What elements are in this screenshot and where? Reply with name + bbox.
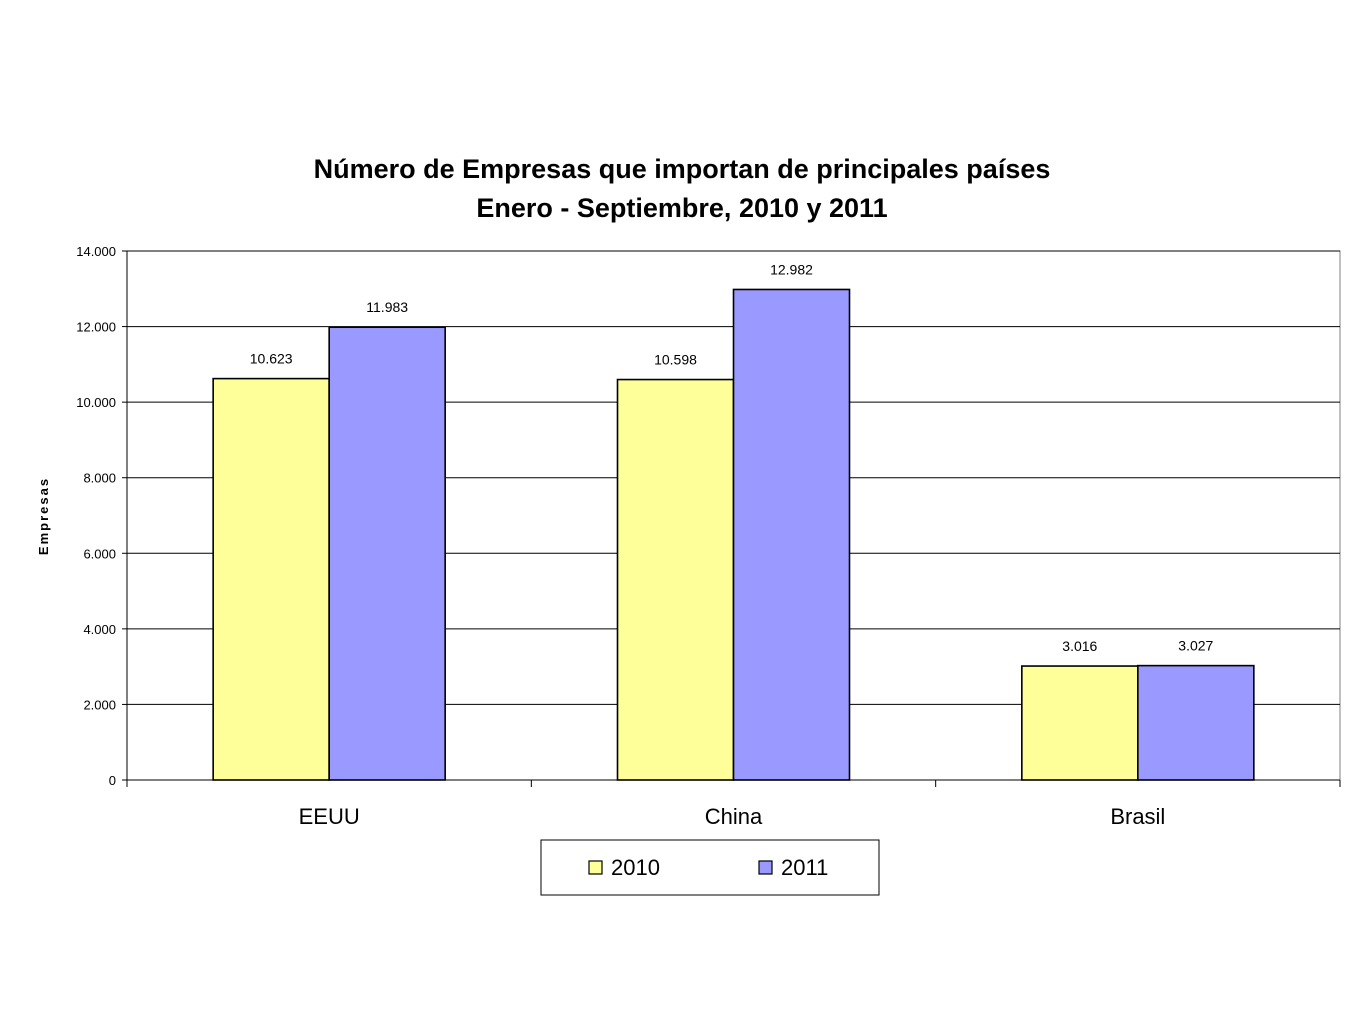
legend-swatch-2011 <box>758 860 773 875</box>
data-label: 3.016 <box>1062 638 1097 654</box>
data-label: 12.982 <box>770 261 813 277</box>
chart-title: Número de Empresas que importan de princ… <box>314 154 1051 184</box>
y-tick-label: 0 <box>109 773 116 788</box>
y-tick-label: 8.000 <box>83 471 116 486</box>
y-tick-label: 4.000 <box>83 622 116 637</box>
data-label: 3.027 <box>1178 638 1213 654</box>
x-category-label: EEUU <box>299 804 360 829</box>
legend: 2010 2011 <box>540 839 880 896</box>
y-axis-label: Empresas <box>36 477 51 555</box>
bar-2010-EEUU <box>212 377 330 781</box>
y-tick-label: 10.000 <box>76 395 116 410</box>
x-category-label: Brasil <box>1110 804 1165 829</box>
data-label: 11.983 <box>366 299 408 315</box>
legend-swatch-2010 <box>588 860 603 875</box>
bar-2011-Brasil <box>1137 664 1255 781</box>
data-label: 10.623 <box>250 351 293 367</box>
data-label: 10.598 <box>654 352 697 368</box>
y-tick-label: 2.000 <box>83 697 116 712</box>
plot-area: 0 2.000 4.000 6.000 8.000 10.000 12.000 14.000 1… <box>76 244 1341 829</box>
y-tick-label: 6.000 <box>83 546 116 561</box>
chart-subtitle: Enero - Septiembre, 2010 y 2011 <box>476 193 887 223</box>
bar-2010-China <box>616 378 735 781</box>
bar-2011-EEUU <box>328 326 446 781</box>
x-category-label: China <box>705 804 763 829</box>
bar-2011-China <box>732 288 851 781</box>
legend-label: 2010 <box>611 855 660 880</box>
y-tick-label: 12.000 <box>76 320 116 335</box>
bar-2010-Brasil <box>1021 665 1139 781</box>
legend-label: 2011 <box>781 855 828 880</box>
y-tick-label: 14.000 <box>76 244 116 259</box>
